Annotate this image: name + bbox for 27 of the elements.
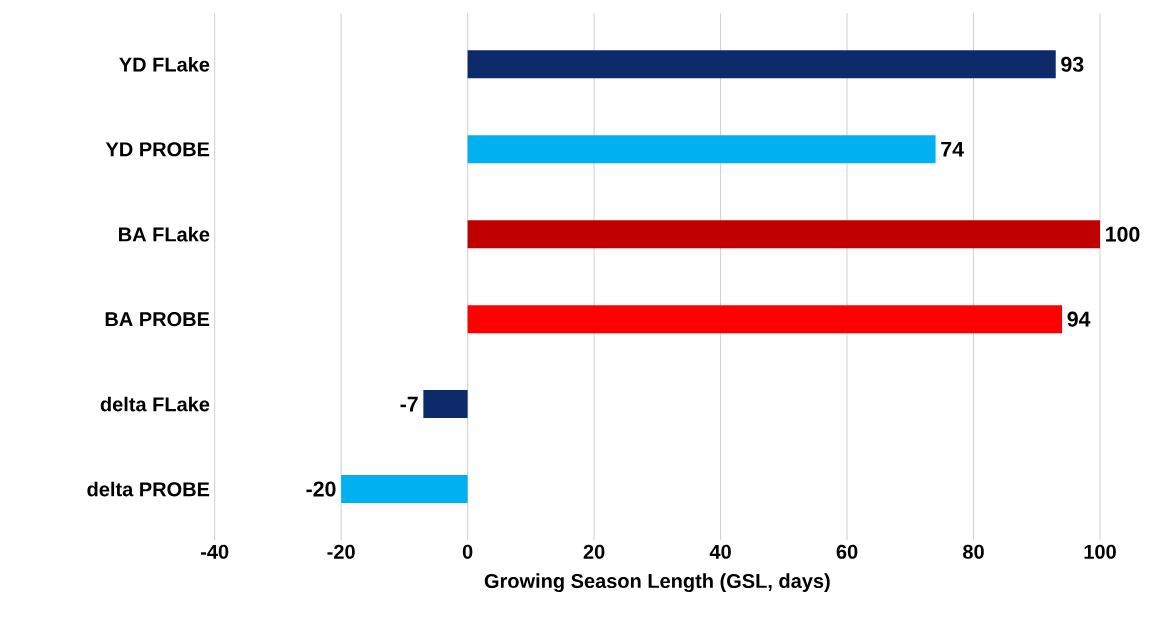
data-label: 74 (941, 141, 964, 157)
data-label: 94 (1067, 311, 1091, 327)
x-tick-label: 40 (709, 544, 731, 559)
x-tick-label: 100 (1084, 544, 1116, 559)
x-axis-title: Growing Season Length (GSL, days) (484, 573, 830, 593)
x-tick-label: 20 (583, 544, 605, 559)
bar (423, 390, 468, 419)
data-label: -7 (400, 396, 418, 412)
y-tick-label: delta FLake (100, 396, 210, 412)
bar (467, 50, 1056, 79)
y-tick-label: YD FLake (119, 56, 210, 72)
bar (467, 305, 1063, 334)
bar (341, 475, 468, 504)
data-label: 100 (1106, 226, 1140, 242)
bar (467, 135, 936, 164)
y-tick-label: BA PROBE (105, 312, 210, 327)
y-tick-label: BA FLake (119, 226, 210, 242)
x-tick-label: 60 (836, 544, 858, 559)
y-tick-label: YD PROBE (105, 142, 210, 157)
x-tick-label: 80 (963, 544, 984, 559)
bar (467, 220, 1100, 249)
data-label: 93 (1061, 56, 1084, 72)
x-tick-label: -40 (200, 544, 229, 559)
data-label: -20 (306, 481, 336, 497)
x-tick-label: 0 (462, 544, 473, 559)
y-tick-label: delta PROBE (87, 481, 210, 497)
x-tick-label: -20 (327, 544, 355, 559)
